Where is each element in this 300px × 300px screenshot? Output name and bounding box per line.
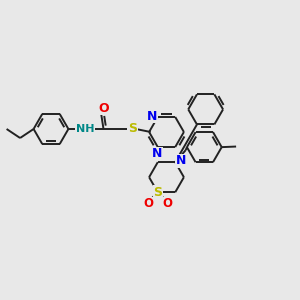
Text: O: O bbox=[98, 101, 109, 115]
Text: S: S bbox=[153, 186, 162, 199]
Text: N: N bbox=[176, 154, 186, 167]
Text: N: N bbox=[152, 147, 162, 160]
Text: NH: NH bbox=[76, 124, 94, 134]
Text: S: S bbox=[128, 122, 137, 136]
Text: N: N bbox=[147, 110, 158, 123]
Text: O: O bbox=[162, 197, 172, 210]
Text: O: O bbox=[143, 197, 153, 210]
